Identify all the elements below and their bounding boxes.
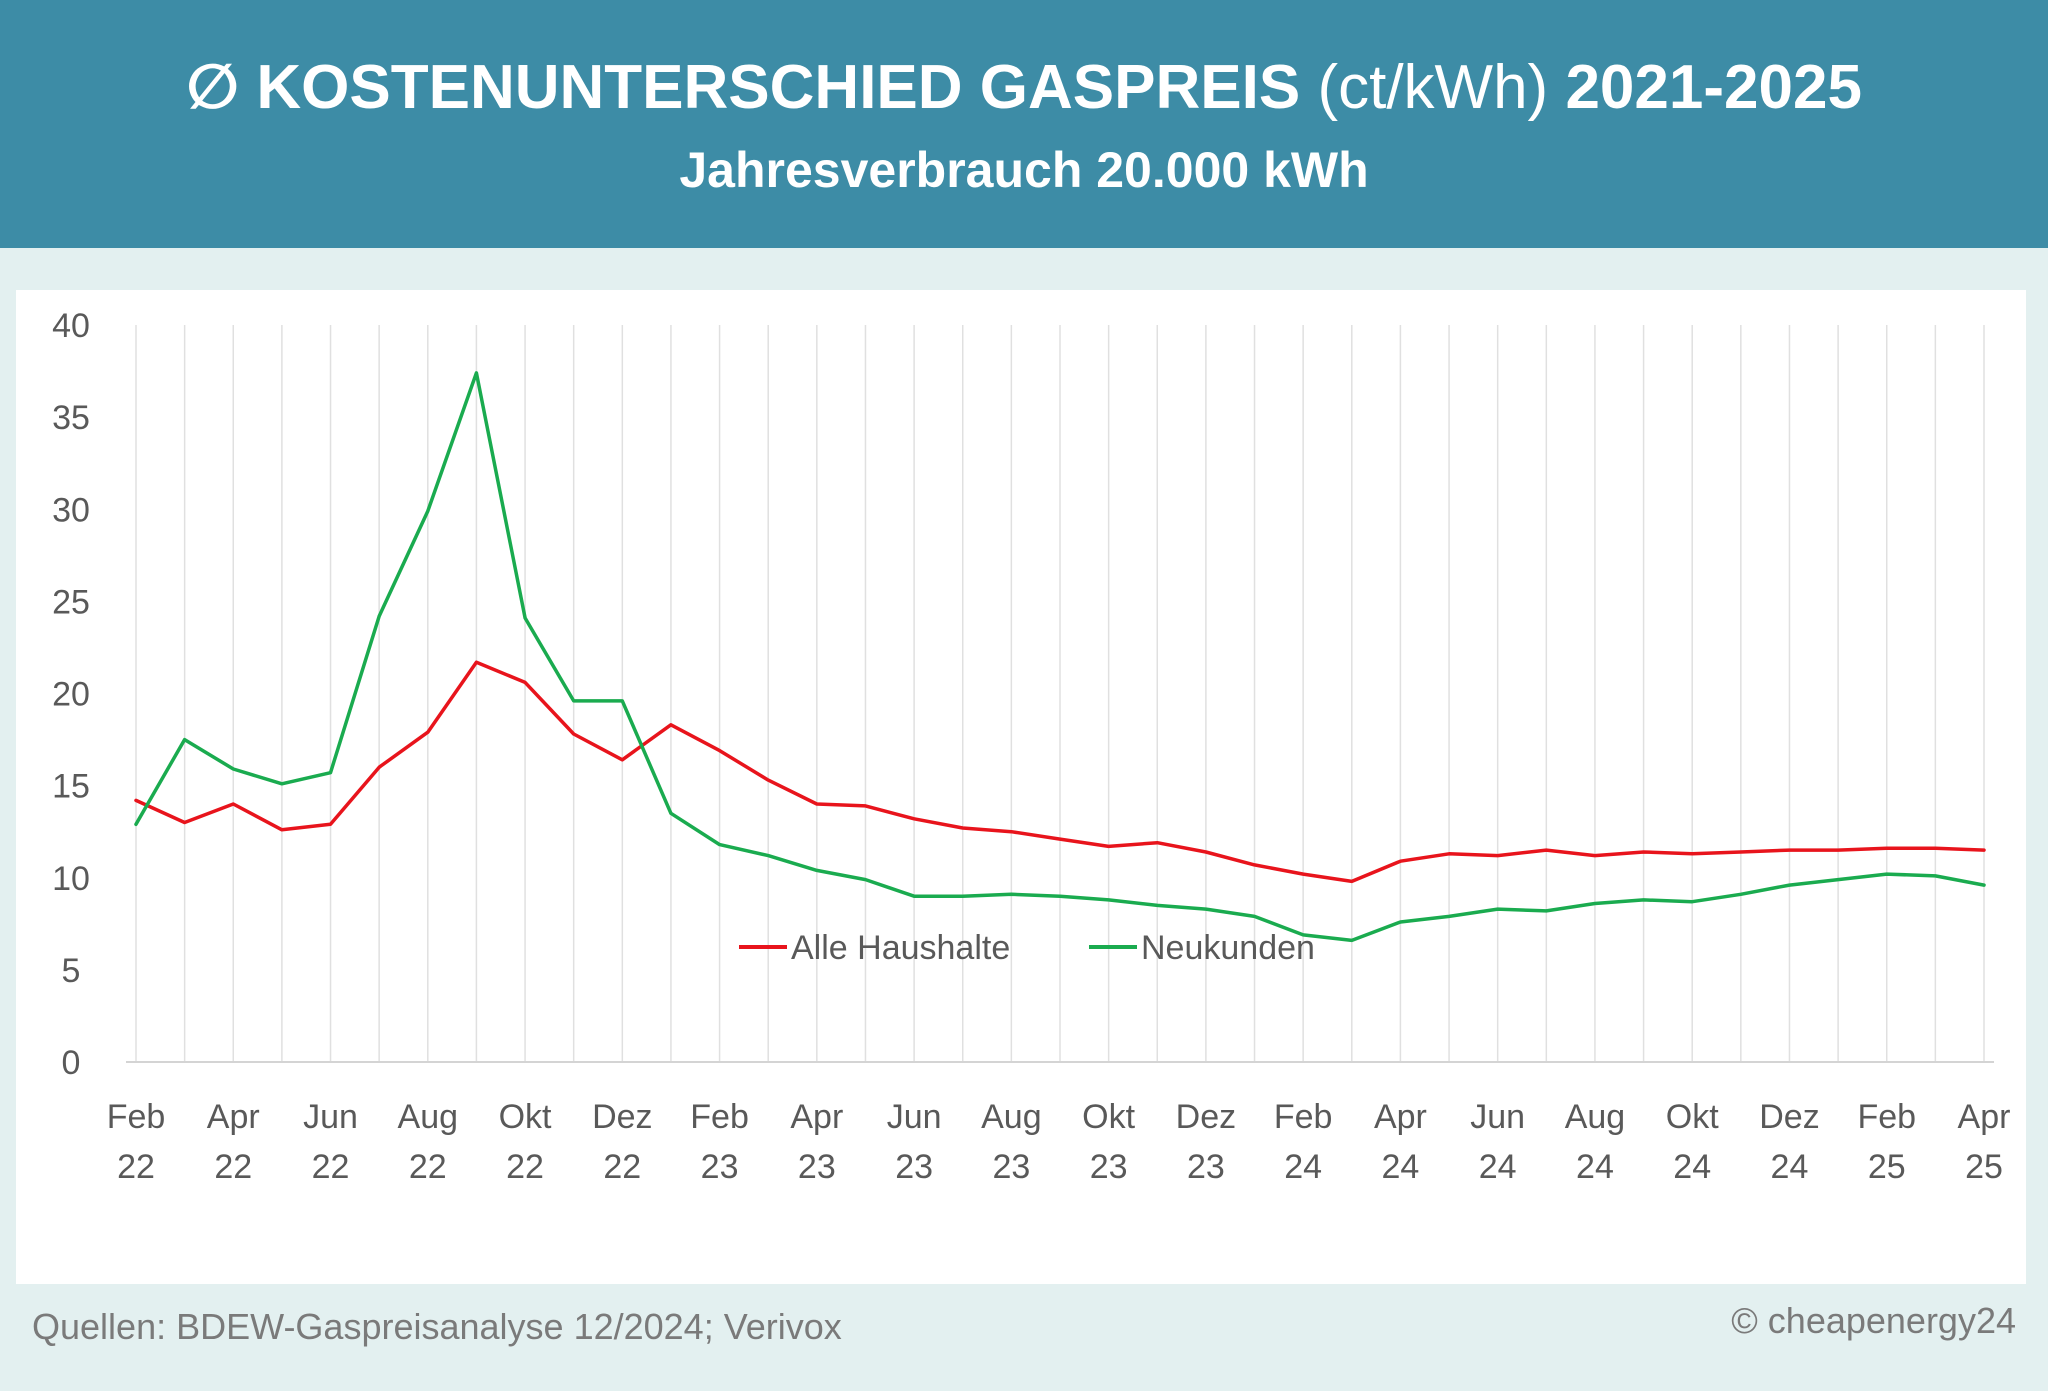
series-line-alle-haushalte [134, 660, 1986, 884]
x-tick-year: 24 [1771, 1148, 1809, 1186]
title-years: 2021-2025 [1565, 53, 1862, 122]
x-tick-label: Apr 23 [790, 1098, 843, 1186]
y-tick-label: 40 [52, 307, 90, 345]
x-tick-label: Aug 22 [398, 1098, 459, 1186]
x-tick-month: Feb [1857, 1098, 1916, 1136]
x-tick-month: Apr [790, 1098, 843, 1136]
x-tick-month: Dez [1176, 1098, 1236, 1136]
x-tick-year: 25 [1965, 1148, 2003, 1186]
chart-subtitle: Jahresverbrauch 20.000 kWh [679, 142, 1369, 198]
x-tick-label: Feb 22 [107, 1098, 166, 1186]
x-tick-month: Okt [1082, 1098, 1135, 1136]
line-chart: 0 5 10 15 20 25 30 35 40 Feb 22 Apr 22 Jun 22 Aug 22 Okt 2… [52, 307, 2011, 1186]
x-tick-year: 22 [312, 1148, 350, 1186]
title-unit: (ct/kWh) [1317, 53, 1549, 122]
x-tick-year: 24 [1576, 1148, 1614, 1186]
copyright-note: © cheapenergy24 [1731, 1300, 2016, 1341]
x-tick-year: 24 [1284, 1148, 1322, 1186]
x-tick-month: Apr [207, 1098, 260, 1136]
x-tick-year: 24 [1673, 1148, 1711, 1186]
x-tick-month: Okt [499, 1098, 552, 1136]
x-tick-month: Aug [981, 1098, 1042, 1136]
x-tick-label: Dez 24 [1759, 1098, 1819, 1186]
x-tick-label: Apr 24 [1374, 1098, 1427, 1186]
x-tick-label: Aug 24 [1565, 1098, 1626, 1186]
title-main: KOSTENUNTERSCHIED GASPREIS [256, 53, 1301, 122]
x-tick-year: 23 [798, 1148, 836, 1186]
x-tick-month: Feb [1274, 1098, 1333, 1136]
x-tick-label: Jun 22 [303, 1098, 358, 1186]
y-tick-label: 0 [62, 1044, 81, 1082]
chart-title: ∅ KOSTENUNTERSCHIED GASPREIS (ct/kWh) 20… [0, 52, 2048, 124]
x-tick-label: Okt 23 [1082, 1098, 1135, 1186]
x-tick-year: 22 [506, 1148, 544, 1186]
x-tick-year: 25 [1868, 1148, 1906, 1186]
x-tick-month: Jun [887, 1098, 942, 1136]
x-tick-label: Jun 24 [1470, 1098, 1525, 1186]
x-tick-year: 23 [895, 1148, 933, 1186]
x-tick-label: Dez 22 [592, 1098, 652, 1186]
x-tick-year: 22 [117, 1148, 155, 1186]
x-tick-label: Aug 23 [981, 1098, 1042, 1186]
chart-panel: 0 5 10 15 20 25 30 35 40 Feb 22 Apr 22 Jun 22 Aug 22 Okt 2… [16, 290, 2026, 1284]
x-tick-month: Aug [398, 1098, 459, 1136]
x-tick-label: Feb 23 [690, 1098, 749, 1186]
y-tick-label: 10 [52, 860, 90, 898]
legend-neukunden-label: Neukunden [1141, 929, 1315, 967]
x-tick-label: Dez 23 [1176, 1098, 1236, 1186]
chart-header: ∅ KOSTENUNTERSCHIED GASPREIS (ct/kWh) 20… [0, 0, 2048, 248]
x-tick-month: Dez [1759, 1098, 1819, 1136]
x-tick-label: Apr 25 [1958, 1098, 2011, 1186]
x-tick-label: Apr 22 [207, 1098, 260, 1186]
y-tick-label: 35 [52, 399, 90, 437]
x-tick-month: Okt [1666, 1098, 1719, 1136]
x-tick-label: Jun 23 [887, 1098, 942, 1186]
source-note: Quellen: BDEW-Gaspreisanalyse 12/2024; V… [32, 1306, 842, 1347]
x-tick-label: Feb 24 [1274, 1098, 1333, 1186]
y-tick-label: 20 [52, 676, 90, 714]
x-tick-year: 24 [1479, 1148, 1517, 1186]
x-tick-year: 23 [1090, 1148, 1128, 1186]
x-tick-month: Jun [303, 1098, 358, 1136]
x-tick-label: Feb 25 [1857, 1098, 1916, 1186]
title-symbol: ∅ [186, 53, 240, 122]
x-tick-month: Feb [107, 1098, 166, 1136]
x-tick-year: 23 [992, 1148, 1030, 1186]
x-tick-month: Aug [1565, 1098, 1626, 1136]
x-tick-month: Apr [1958, 1098, 2011, 1136]
x-tick-year: 22 [603, 1148, 641, 1186]
x-tick-year: 23 [1187, 1148, 1225, 1186]
x-tick-label: Okt 24 [1666, 1098, 1719, 1186]
x-tick-month: Jun [1470, 1098, 1525, 1136]
x-tick-label: Okt 22 [499, 1098, 552, 1186]
y-tick-label: 25 [52, 583, 90, 621]
x-tick-year: 23 [701, 1148, 739, 1186]
x-tick-month: Dez [592, 1098, 652, 1136]
y-tick-label: 5 [62, 952, 81, 990]
legend-alle-haushalte-label: Alle Haushalte [791, 929, 1010, 967]
y-tick-label: 15 [52, 768, 90, 806]
series-line-neukunden [134, 371, 1986, 943]
x-tick-month: Apr [1374, 1098, 1427, 1136]
x-tick-month: Feb [690, 1098, 749, 1136]
x-tick-year: 22 [214, 1148, 252, 1186]
y-tick-label: 30 [52, 491, 90, 529]
x-tick-year: 24 [1382, 1148, 1420, 1186]
x-tick-year: 22 [409, 1148, 447, 1186]
